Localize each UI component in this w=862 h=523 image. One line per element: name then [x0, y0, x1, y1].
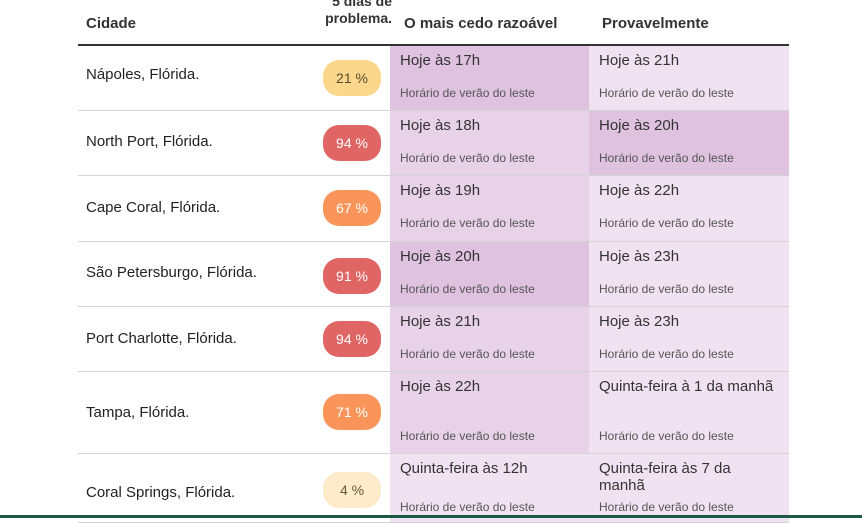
city-name: Coral Springs, Flórida. — [86, 484, 236, 501]
column-header-city: Cidade — [86, 15, 137, 32]
earliest-timezone: Horário de verão do leste — [400, 216, 535, 230]
probability-badge: 67 % — [323, 190, 381, 226]
table-header: Cidade 5 dias de problema. O mais cedo r… — [78, 0, 789, 46]
likely-timezone: Horário de verão do leste — [599, 216, 734, 230]
probability-badge: 91 % — [323, 258, 381, 294]
earliest-cell: Hoje às 18h Horário de verão do leste — [390, 111, 589, 175]
earliest-cell: Hoje às 19h Horário de verão do leste — [390, 176, 589, 241]
earliest-time: Hoje às 21h — [400, 313, 481, 330]
likely-cell: Quinta-feira às 7 da manhã Horário de ver… — [589, 454, 789, 522]
probability-badge: 94 % — [323, 321, 381, 357]
column-header-probability-line1: 5 dias de — [332, 0, 392, 9]
likely-time: Quinta-feira às 7 da manhã — [599, 460, 731, 494]
earliest-cell: Hoje às 21h Horário de verão do leste — [390, 307, 589, 371]
city-name: Cape Coral, Flórida. — [86, 199, 221, 216]
likely-timezone: Horário de verão do leste — [599, 86, 734, 100]
column-header-probability-line2: problema. — [325, 10, 392, 26]
probability-badge: 21 % — [323, 60, 381, 96]
earliest-timezone: Horário de verão do leste — [400, 151, 535, 165]
probability-badge: 4 % — [323, 472, 381, 508]
forecast-table: Cidade 5 dias de problema. O mais cedo r… — [78, 0, 789, 523]
table-row: Hoje às 17h Horário de verão do leste Hoje… — [78, 46, 789, 111]
column-header-likely: Provavelmente — [602, 15, 709, 32]
city-name: Nápoles, Flórida. — [86, 66, 200, 83]
column-header-earliest: O mais cedo razoável — [404, 15, 558, 32]
likely-timezone: Horário de verão do leste — [599, 429, 734, 443]
table-row: Hoje às 18h Horário de verão do leste Hoje… — [78, 111, 789, 176]
likely-cell: Hoje às 22h Horário de verão do leste — [589, 176, 789, 241]
column-header-probability: 5 dias de problema. — [320, 0, 392, 27]
likely-timezone: Horário de verão do leste — [599, 151, 734, 165]
earliest-cell: Hoje às 20h Horário de verão do leste — [390, 242, 589, 306]
probability-badge: 71 % — [323, 394, 381, 430]
earliest-cell: Hoje às 22h Horário de verão do leste — [390, 372, 589, 453]
likely-cell: Hoje às 23h Horário de verão do leste — [589, 307, 789, 371]
likely-timezone: Horário de verão do leste — [599, 282, 734, 296]
earliest-cell: Quinta-feira às 12h Horário de verão do l… — [390, 454, 589, 522]
likely-time: Hoje às 22h — [599, 182, 680, 199]
likely-time: Quinta-feira à 1 da manhã — [599, 378, 774, 395]
earliest-cell: Hoje às 17h Horário de verão do leste — [390, 46, 589, 110]
likely-cell: Quinta-feira à 1 da manhã Horário de verã… — [589, 372, 789, 453]
earliest-time: Hoje às 22h — [400, 378, 481, 395]
earliest-time: Hoje às 17h — [400, 52, 481, 69]
likely-cell: Hoje às 21h Horário de verão do leste — [589, 46, 789, 110]
earliest-timezone: Horário de verão do leste — [400, 429, 535, 443]
table-body: Hoje às 17h Horário de verão do leste Hoje… — [78, 46, 789, 523]
earliest-timezone: Horário de verão do leste — [400, 86, 535, 100]
table-row: Hoje às 19h Horário de verão do leste Hoje… — [78, 176, 789, 242]
likely-timezone: Horário de verão do leste — [599, 347, 734, 361]
earliest-timezone: Horário de verão do leste — [400, 347, 535, 361]
likely-cell: Hoje às 23h Horário de verão do leste — [589, 242, 789, 306]
table-row: Hoje às 21h Horário de verão do leste Hoje… — [78, 307, 789, 372]
city-name: North Port, Flórida. — [86, 133, 213, 150]
likely-time: Hoje às 23h — [599, 313, 680, 330]
table-row: Hoje às 22h Horário de verão do leste Quin… — [78, 372, 789, 454]
likely-time: Hoje às 23h — [599, 248, 680, 265]
likely-time: Hoje às 21h — [599, 52, 680, 69]
city-name: Port Charlotte, Flórida. — [86, 330, 237, 347]
table-row: Quinta-feira às 12h Horário de verão do l… — [78, 454, 789, 523]
probability-badge: 94 % — [323, 125, 381, 161]
table-row: Hoje às 20h Horário de verão do leste Hoje… — [78, 242, 789, 307]
likely-time: Hoje às 20h — [599, 117, 680, 134]
earliest-time: Hoje às 19h — [400, 182, 481, 199]
city-name: São Petersburgo, Flórida. — [86, 264, 257, 281]
earliest-time: Hoje às 18h — [400, 117, 481, 134]
likely-cell: Hoje às 20h Horário de verão do leste — [589, 111, 789, 175]
earliest-timezone: Horário de verão do leste — [400, 500, 535, 514]
earliest-timezone: Horário de verão do leste — [400, 282, 535, 296]
likely-timezone: Horário de verão do leste — [599, 500, 734, 514]
city-name: Tampa, Flórida. — [86, 404, 190, 421]
bottom-scrollbar[interactable] — [0, 515, 862, 518]
earliest-time: Hoje às 20h — [400, 248, 481, 265]
earliest-time: Quinta-feira às 12h — [400, 460, 528, 477]
